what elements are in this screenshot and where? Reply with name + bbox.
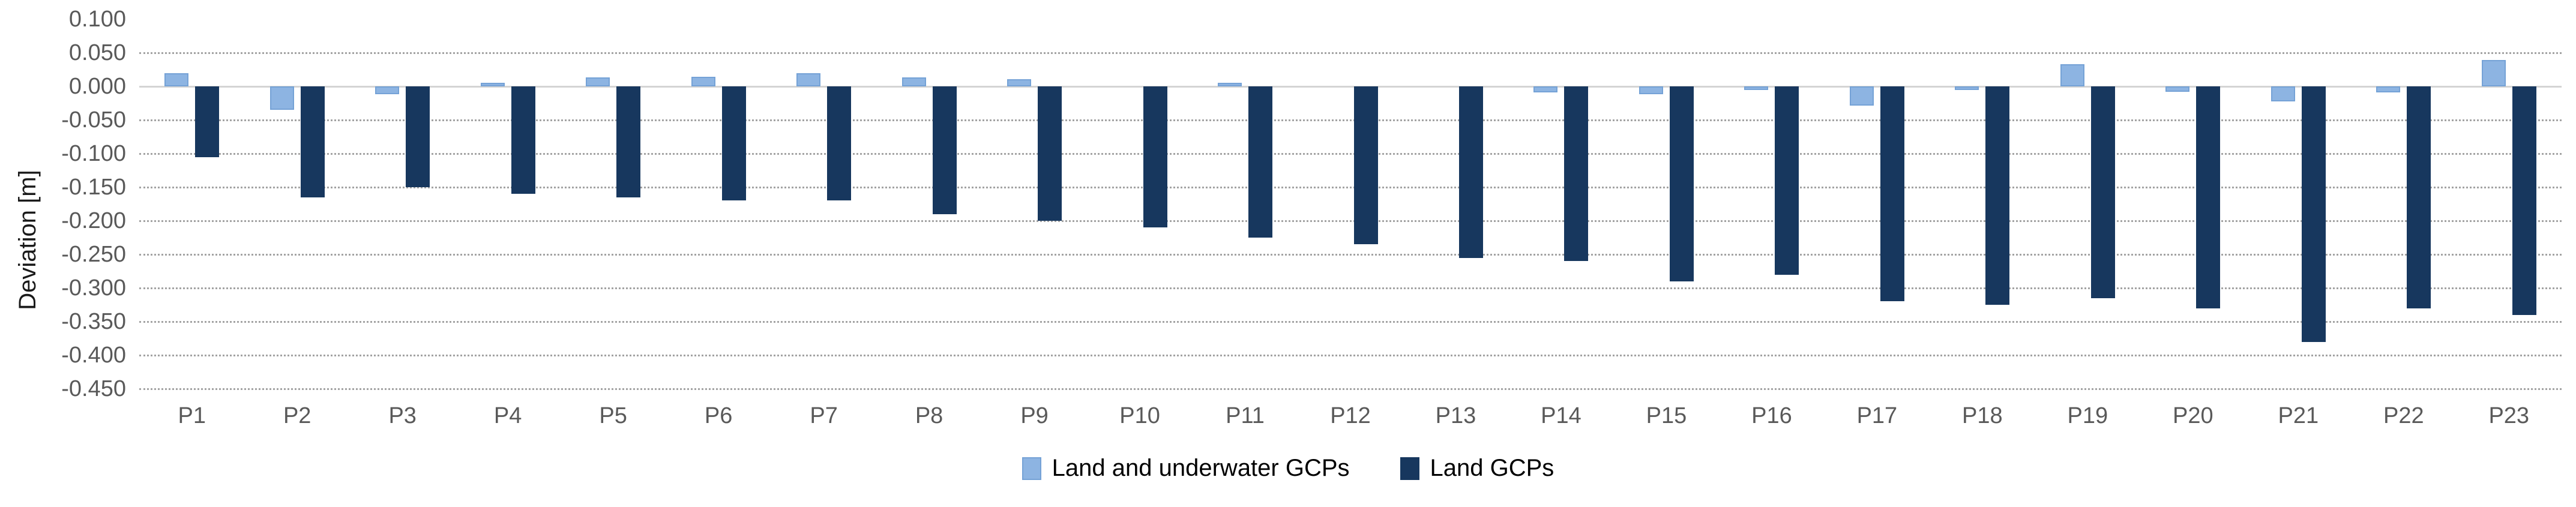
x-tick-label-p14: P14 <box>1541 403 1581 428</box>
bar-p19-land-and-underwater-gcps <box>2060 64 2084 86</box>
bar-p16-land-gcps <box>1775 86 1799 275</box>
x-tick-label-p8: P8 <box>915 403 943 428</box>
x-tick-label-p13: P13 <box>1435 403 1476 428</box>
y-tick-label: -0.450 <box>61 376 126 401</box>
gridline <box>139 254 2562 256</box>
x-tick-label-p20: P20 <box>2173 403 2213 428</box>
bar-p4-land-gcps <box>511 86 535 194</box>
bar-p14-land-and-underwater-gcps <box>1533 86 1558 93</box>
y-tick-label: 0.050 <box>68 40 126 65</box>
bar-p10-land-gcps <box>1143 86 1167 228</box>
bar-p23-land-gcps <box>2512 86 2536 315</box>
bar-p8-land-and-underwater-gcps <box>901 77 926 86</box>
bar-p3-land-and-underwater-gcps <box>375 86 400 95</box>
bar-p11-land-and-underwater-gcps <box>1218 83 1242 86</box>
legend-label-land-gcps: Land GCPs <box>1430 455 1554 481</box>
y-tick-label: -0.400 <box>61 343 126 368</box>
bar-p4-land-and-underwater-gcps <box>480 83 505 86</box>
bar-p22-land-and-underwater-gcps <box>2376 86 2401 93</box>
bar-p14-land-gcps <box>1564 86 1589 262</box>
y-tick-label: 0.000 <box>68 74 126 99</box>
y-tick-label: -0.250 <box>61 242 126 267</box>
x-tick-label-p4: P4 <box>493 403 522 428</box>
bar-p21-land-gcps <box>2301 86 2326 342</box>
x-tick-label-p15: P15 <box>1646 403 1687 428</box>
x-tick-label-p21: P21 <box>2278 403 2319 428</box>
y-tick-label: -0.150 <box>61 175 126 200</box>
bar-p15-land-gcps <box>1669 86 1694 281</box>
legend-label-land-and-underwater-gcps: Land and underwater GCPs <box>1052 455 1350 481</box>
bar-p21-land-and-underwater-gcps <box>2271 86 2295 101</box>
gridline <box>139 355 2562 356</box>
gridline <box>139 388 2562 390</box>
x-tick-label-p16: P16 <box>1751 403 1792 428</box>
bar-p9-land-and-underwater-gcps <box>1007 79 1032 86</box>
gridline <box>139 187 2562 188</box>
x-axis-zero-line <box>139 86 2562 88</box>
bar-p9-land-gcps <box>1038 86 1062 221</box>
bar-p2-land-and-underwater-gcps <box>269 86 294 110</box>
bar-p11-land-gcps <box>1248 86 1273 238</box>
gridline <box>139 220 2562 222</box>
x-tick-label-p23: P23 <box>2488 403 2530 428</box>
x-tick-label-p19: P19 <box>2067 403 2108 428</box>
y-tick-label: -0.200 <box>61 208 126 233</box>
gridline <box>139 119 2562 121</box>
bar-p1-land-and-underwater-gcps <box>164 73 189 86</box>
y-tick-label: -0.300 <box>61 275 126 301</box>
x-tick-label-p6: P6 <box>704 403 733 428</box>
x-tick-label-p7: P7 <box>810 403 838 428</box>
bar-p7-land-and-underwater-gcps <box>796 73 821 86</box>
bar-p23-land-and-underwater-gcps <box>2481 60 2506 86</box>
x-tick-label-p5: P5 <box>599 403 627 428</box>
bar-p8-land-gcps <box>932 86 957 214</box>
bar-p15-land-and-underwater-gcps <box>1639 86 1663 95</box>
bar-p2-land-gcps <box>300 86 325 197</box>
bar-p3-land-gcps <box>406 86 430 187</box>
x-tick-label-p1: P1 <box>178 403 206 428</box>
bar-p1-land-gcps <box>195 86 220 157</box>
bar-p20-land-gcps <box>2196 86 2221 308</box>
legend-item-land-and-underwater-gcps: Land and underwater GCPs <box>1022 455 1350 482</box>
gridline <box>139 287 2562 289</box>
x-tick-label-p12: P12 <box>1330 403 1371 428</box>
legend-swatch-land-gcps <box>1400 457 1419 480</box>
gridline <box>139 153 2562 155</box>
x-tick-label-p22: P22 <box>2383 403 2424 428</box>
y-tick-label: 0.100 <box>68 7 126 32</box>
bar-p17-land-and-underwater-gcps <box>1849 86 1874 106</box>
legend-item-land-gcps: Land GCPs <box>1400 455 1554 482</box>
x-tick-label-p11: P11 <box>1226 403 1265 428</box>
y-tick-label: -0.350 <box>61 309 126 334</box>
bar-p7-land-gcps <box>827 86 852 201</box>
x-tick-label-p2: P2 <box>283 403 311 428</box>
bar-p6-land-gcps <box>721 86 746 201</box>
bar-p5-land-and-underwater-gcps <box>586 77 610 86</box>
bar-p18-land-and-underwater-gcps <box>1955 86 1979 90</box>
bar-p16-land-and-underwater-gcps <box>1744 86 1769 90</box>
bar-p19-land-gcps <box>2090 86 2115 298</box>
legend: Land and underwater GCPs Land GCPs <box>0 455 2576 482</box>
bar-p5-land-gcps <box>616 86 641 197</box>
y-tick-label: -0.050 <box>61 107 126 133</box>
x-tick-label-p10: P10 <box>1119 403 1160 428</box>
bar-p22-land-gcps <box>2407 86 2431 308</box>
bar-p12-land-gcps <box>1353 86 1378 245</box>
gridline <box>139 52 2562 54</box>
legend-swatch-land-and-underwater-gcps <box>1022 457 1041 480</box>
bar-p17-land-gcps <box>1880 86 1904 302</box>
bar-p13-land-gcps <box>1458 86 1483 258</box>
bar-p18-land-gcps <box>1985 86 2010 305</box>
x-tick-label-p17: P17 <box>1856 403 1898 428</box>
y-tick-label: -0.100 <box>61 141 126 166</box>
gridline <box>139 321 2562 323</box>
bar-p20-land-and-underwater-gcps <box>2165 86 2190 92</box>
x-tick-label-p9: P9 <box>1020 403 1049 428</box>
x-tick-label-p3: P3 <box>388 403 417 428</box>
bar-p6-land-and-underwater-gcps <box>691 77 715 86</box>
x-tick-label-p18: P18 <box>1962 403 2003 428</box>
